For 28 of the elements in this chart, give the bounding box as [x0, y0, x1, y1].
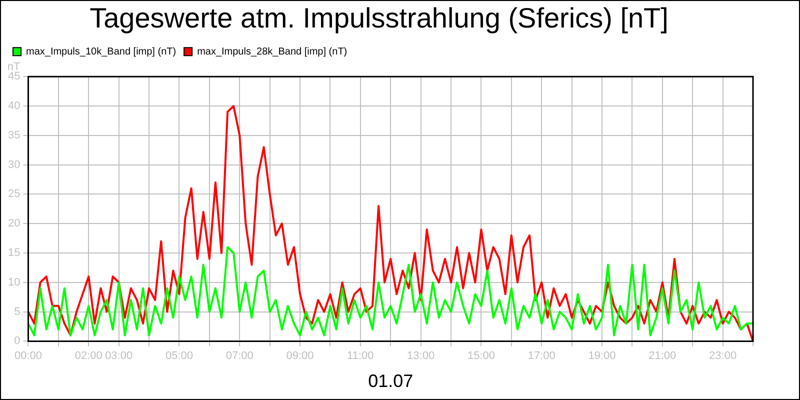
y-tick-label: 25 — [8, 188, 20, 200]
y-tick-label: 0 — [14, 335, 20, 348]
y-tick-label: 10 — [8, 276, 20, 288]
y-tick-label: 35 — [8, 129, 20, 142]
x-tick-label: 05:00 — [165, 350, 193, 362]
x-tick-label: 07:00 — [226, 350, 254, 362]
x-tick-label: 13:00 — [407, 350, 435, 362]
y-tick-label: 45 — [8, 70, 20, 83]
chart-title: Tageswerte atm. Impulsstrahlung (Sferics) [nT] — [90, 2, 668, 34]
y-tick-label: 5 — [14, 306, 20, 318]
x-tick-label: 09:00 — [286, 350, 314, 362]
y-tick-label: 20 — [8, 218, 20, 230]
x-tick-label: 19:00 — [588, 350, 616, 362]
y-tick-label: 40 — [8, 100, 20, 112]
y-tick-label: 30 — [8, 158, 20, 171]
legend-label: max_Impuls_10k_Band [imp] (nT) — [26, 46, 176, 58]
y-axis-title: nT — [7, 61, 21, 74]
x-tick-label: 15:00 — [467, 350, 495, 362]
x-tick-label: 03:00 — [105, 350, 133, 362]
legend-label: max_Impuls_28k_Band [imp] (nT) — [197, 46, 348, 58]
x-tick-label: 11:00 — [347, 350, 374, 362]
x-tick-label: 23:00 — [709, 350, 737, 362]
x-tick-label: 17:00 — [528, 350, 556, 362]
x-axis-title: 01.07 — [368, 371, 414, 392]
x-tick-label: 21:00 — [648, 350, 676, 362]
y-tick-label: 15 — [8, 247, 20, 260]
x-tick-label: 02:00 — [74, 350, 102, 362]
x-tick-label: 00:00 — [14, 350, 42, 362]
